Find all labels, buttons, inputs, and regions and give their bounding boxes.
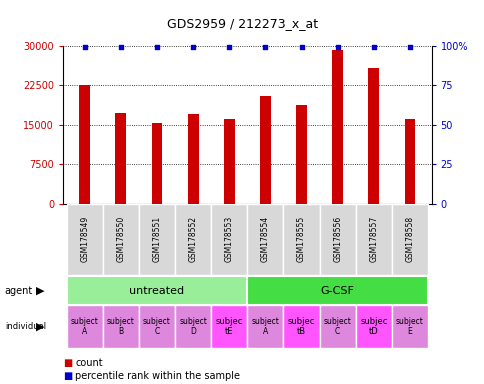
Text: untreated: untreated [129,286,184,296]
Text: GSM178558: GSM178558 [405,216,414,262]
Point [153,44,161,50]
Text: percentile rank within the sample: percentile rank within the sample [75,371,240,381]
Bar [175,204,211,275]
Bar [79,85,90,204]
Bar [187,114,198,204]
Bar [391,204,427,275]
Text: subject
A: subject A [71,317,98,336]
Text: ■: ■ [63,371,72,381]
Text: count: count [75,358,103,368]
Text: GSM178557: GSM178557 [369,216,378,262]
Text: subject
E: subject E [395,317,423,336]
Bar [391,305,427,348]
Bar [355,204,391,275]
Bar [103,204,138,275]
Text: subject
B: subject B [106,317,135,336]
Text: ▶: ▶ [36,286,45,296]
Bar [283,204,319,275]
Bar [175,305,211,348]
Point [405,44,413,50]
Bar [66,305,103,348]
Text: subject
C: subject C [143,317,170,336]
Bar [296,105,306,204]
Bar [211,305,247,348]
Bar [247,204,283,275]
Bar [283,305,319,348]
Point [369,44,377,50]
Text: GSM178554: GSM178554 [260,216,270,262]
Point [117,44,124,50]
Bar [151,123,162,204]
Text: GSM178551: GSM178551 [152,216,161,262]
Text: GSM178556: GSM178556 [333,216,342,262]
Text: subject
A: subject A [251,317,279,336]
Bar [247,305,283,348]
Text: ■: ■ [63,358,72,368]
Text: GSM178550: GSM178550 [116,216,125,262]
Point [189,44,197,50]
Text: subjec
tB: subjec tB [287,317,315,336]
Bar [259,96,270,204]
Bar [115,113,126,204]
Text: subject
D: subject D [179,317,207,336]
Text: agent: agent [5,286,33,296]
Text: subject
C: subject C [323,317,351,336]
Bar [355,305,391,348]
Text: GSM178553: GSM178553 [224,216,233,262]
Bar [319,204,355,275]
Text: GDS2959 / 212273_x_at: GDS2959 / 212273_x_at [166,17,318,30]
Point [261,44,269,50]
Text: subjec
tE: subjec tE [215,317,242,336]
Bar [103,305,138,348]
Text: GSM178552: GSM178552 [188,216,197,262]
Text: individual: individual [5,322,46,331]
Text: subjec
tD: subjec tD [360,317,387,336]
Text: GSM178549: GSM178549 [80,216,89,262]
Bar [66,276,247,305]
Bar [332,50,342,204]
Point [333,44,341,50]
Bar [138,204,175,275]
Bar [247,276,427,305]
Text: G-CSF: G-CSF [320,286,354,296]
Point [81,44,89,50]
Bar [211,204,247,275]
Bar [319,305,355,348]
Bar [66,204,103,275]
Point [225,44,233,50]
Point [297,44,305,50]
Bar [404,119,414,204]
Bar [138,305,175,348]
Bar [368,68,378,204]
Text: ▶: ▶ [36,321,45,331]
Text: GSM178555: GSM178555 [296,216,305,262]
Bar [224,119,234,204]
